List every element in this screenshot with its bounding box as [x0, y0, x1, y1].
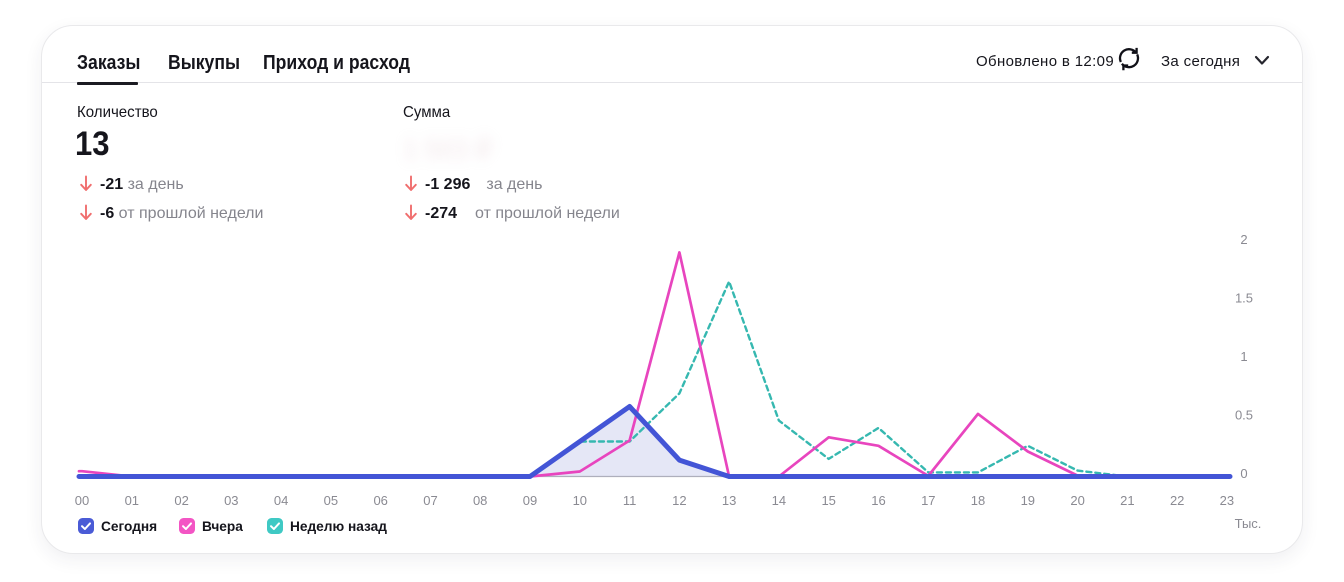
svg-text:12: 12 [672, 493, 686, 508]
svg-text:21: 21 [1120, 493, 1134, 508]
svg-text:08: 08 [473, 493, 487, 508]
svg-text:11: 11 [623, 493, 637, 508]
svg-text:0: 0 [1240, 466, 1247, 481]
svg-text:06: 06 [373, 493, 387, 508]
svg-text:05: 05 [324, 493, 338, 508]
svg-text:1.5: 1.5 [1235, 291, 1253, 306]
svg-text:07: 07 [423, 493, 437, 508]
svg-text:17: 17 [921, 493, 935, 508]
svg-text:16: 16 [871, 493, 885, 508]
svg-text:1: 1 [1240, 349, 1247, 364]
svg-text:13: 13 [722, 493, 736, 508]
svg-text:20: 20 [1070, 493, 1084, 508]
svg-text:00: 00 [75, 493, 89, 508]
svg-text:04: 04 [274, 493, 288, 508]
svg-text:2: 2 [1240, 232, 1247, 247]
svg-text:19: 19 [1021, 493, 1035, 508]
svg-text:0.5: 0.5 [1235, 408, 1253, 423]
svg-text:09: 09 [523, 493, 537, 508]
svg-text:Тыс.: Тыс. [1235, 516, 1262, 531]
svg-text:10: 10 [573, 493, 587, 508]
svg-text:15: 15 [821, 493, 835, 508]
svg-text:02: 02 [174, 493, 188, 508]
svg-text:22: 22 [1170, 493, 1184, 508]
svg-text:23: 23 [1220, 493, 1234, 508]
svg-text:14: 14 [772, 493, 786, 508]
svg-text:18: 18 [971, 493, 985, 508]
svg-text:01: 01 [125, 493, 139, 508]
svg-text:03: 03 [224, 493, 238, 508]
